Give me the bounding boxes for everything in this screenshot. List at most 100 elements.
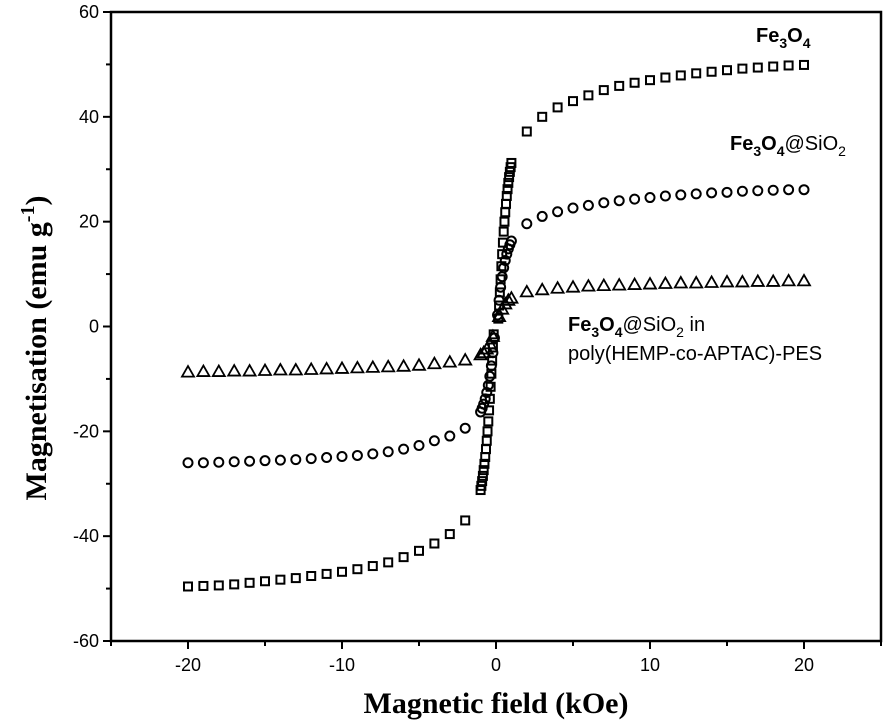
label-fe3o4: Fe3O4 bbox=[756, 25, 811, 51]
triangle-point bbox=[580, 278, 596, 292]
triangle-point bbox=[519, 284, 535, 298]
square-point bbox=[460, 515, 471, 526]
triangle-point bbox=[500, 292, 516, 306]
x-axis-title: Magnetic field (kOe) bbox=[364, 687, 629, 720]
triangle-point bbox=[596, 277, 612, 292]
circle-point bbox=[675, 189, 687, 201]
square-point bbox=[444, 529, 455, 540]
label-fe3o4-sio2-pes-line2: poly(HEMP-co-APTAC)-PES bbox=[568, 343, 822, 365]
circle-point bbox=[478, 398, 490, 410]
square-point bbox=[799, 59, 809, 70]
y-tick-label: -60 bbox=[73, 631, 99, 651]
y-tick-labels: -60 -40 -20 0 20 40 60 bbox=[73, 2, 99, 651]
circle-point bbox=[499, 254, 511, 266]
triangle-point bbox=[426, 355, 442, 370]
circle-point bbox=[367, 448, 379, 460]
label-fe3o4-sio2: Fe3O4@SiO2 bbox=[730, 133, 846, 159]
triangle-point bbox=[642, 276, 658, 290]
triangle-point bbox=[750, 273, 766, 287]
y-tick-label: 40 bbox=[79, 107, 99, 127]
circle-point bbox=[428, 435, 440, 447]
y-tick-label: -20 bbox=[73, 421, 99, 441]
y-axis-title-superscript: -1 bbox=[17, 206, 39, 223]
circle-point bbox=[706, 187, 718, 199]
square-point bbox=[706, 66, 717, 77]
triangle-point bbox=[534, 281, 550, 296]
square-point bbox=[477, 470, 488, 481]
triangle-point bbox=[734, 274, 750, 288]
triangle-point bbox=[349, 360, 365, 374]
x-tick-label: -20 bbox=[175, 655, 201, 675]
square-point bbox=[501, 198, 512, 209]
square-point bbox=[321, 568, 332, 579]
circle-point bbox=[582, 199, 594, 211]
square-point bbox=[552, 102, 563, 113]
circle-point bbox=[505, 235, 517, 247]
triangle-point bbox=[765, 273, 781, 287]
triangle-point bbox=[442, 354, 458, 368]
square-point bbox=[501, 190, 512, 201]
label-fe3o4-sio2-pes: Fe3O4@SiO2 in bbox=[568, 314, 705, 340]
circle-point bbox=[213, 456, 225, 468]
square-point bbox=[783, 60, 794, 71]
circle-point bbox=[444, 430, 456, 442]
square-point bbox=[691, 68, 702, 79]
circle-point bbox=[536, 210, 548, 222]
series-circle bbox=[182, 184, 810, 469]
y-tick-label: 60 bbox=[79, 2, 99, 22]
triangle-point bbox=[781, 273, 797, 287]
circle-point bbox=[498, 262, 510, 274]
circle-point bbox=[382, 446, 394, 458]
square-point bbox=[482, 426, 493, 437]
y-tick-label: 0 bbox=[89, 317, 99, 337]
circle-point bbox=[351, 449, 363, 461]
triangle-point bbox=[550, 280, 566, 294]
triangle-point bbox=[627, 276, 643, 290]
square-point bbox=[290, 573, 301, 584]
circle-point bbox=[479, 393, 491, 405]
triangle-point bbox=[257, 362, 273, 376]
x-tick-label: 10 bbox=[640, 655, 660, 675]
triangle-point bbox=[380, 359, 396, 373]
y-axis-title-close: ) bbox=[20, 196, 53, 206]
x-tick-label: 0 bbox=[491, 655, 501, 675]
square-point bbox=[306, 571, 317, 582]
square-point bbox=[598, 85, 609, 96]
circle-point bbox=[244, 455, 256, 467]
circle-point bbox=[783, 184, 795, 196]
circle-point bbox=[321, 452, 333, 464]
square-point bbox=[503, 177, 514, 188]
y-tick-label: -40 bbox=[73, 526, 99, 546]
triangle-point bbox=[288, 362, 304, 376]
circle-point bbox=[413, 439, 425, 451]
square-point bbox=[481, 435, 492, 446]
circle-point bbox=[197, 457, 209, 469]
circle-point bbox=[481, 387, 493, 399]
triangle-point bbox=[334, 360, 350, 374]
square-point bbox=[398, 552, 409, 563]
triangle-point bbox=[485, 328, 501, 342]
square-point bbox=[352, 564, 363, 575]
circle-point bbox=[274, 454, 286, 466]
square-point bbox=[645, 75, 655, 86]
triangle-point bbox=[272, 362, 288, 376]
square-point bbox=[498, 226, 509, 237]
circle-point bbox=[501, 248, 513, 260]
square-point bbox=[500, 207, 511, 218]
triangle-point bbox=[482, 335, 498, 350]
square-point bbox=[675, 70, 686, 81]
triangle-point bbox=[396, 358, 412, 372]
square-point bbox=[629, 77, 640, 88]
circle-point bbox=[752, 185, 764, 197]
circle-point bbox=[552, 206, 564, 218]
square-point bbox=[504, 172, 515, 183]
circle-point bbox=[259, 455, 271, 467]
y-tick-label: 20 bbox=[79, 212, 99, 232]
triangle-point bbox=[657, 275, 673, 289]
square-point bbox=[478, 465, 489, 476]
square-point bbox=[502, 184, 513, 195]
square-point bbox=[614, 80, 625, 91]
square-point bbox=[477, 476, 488, 487]
x-tick-label: 20 bbox=[794, 655, 814, 675]
square-point bbox=[260, 576, 270, 587]
